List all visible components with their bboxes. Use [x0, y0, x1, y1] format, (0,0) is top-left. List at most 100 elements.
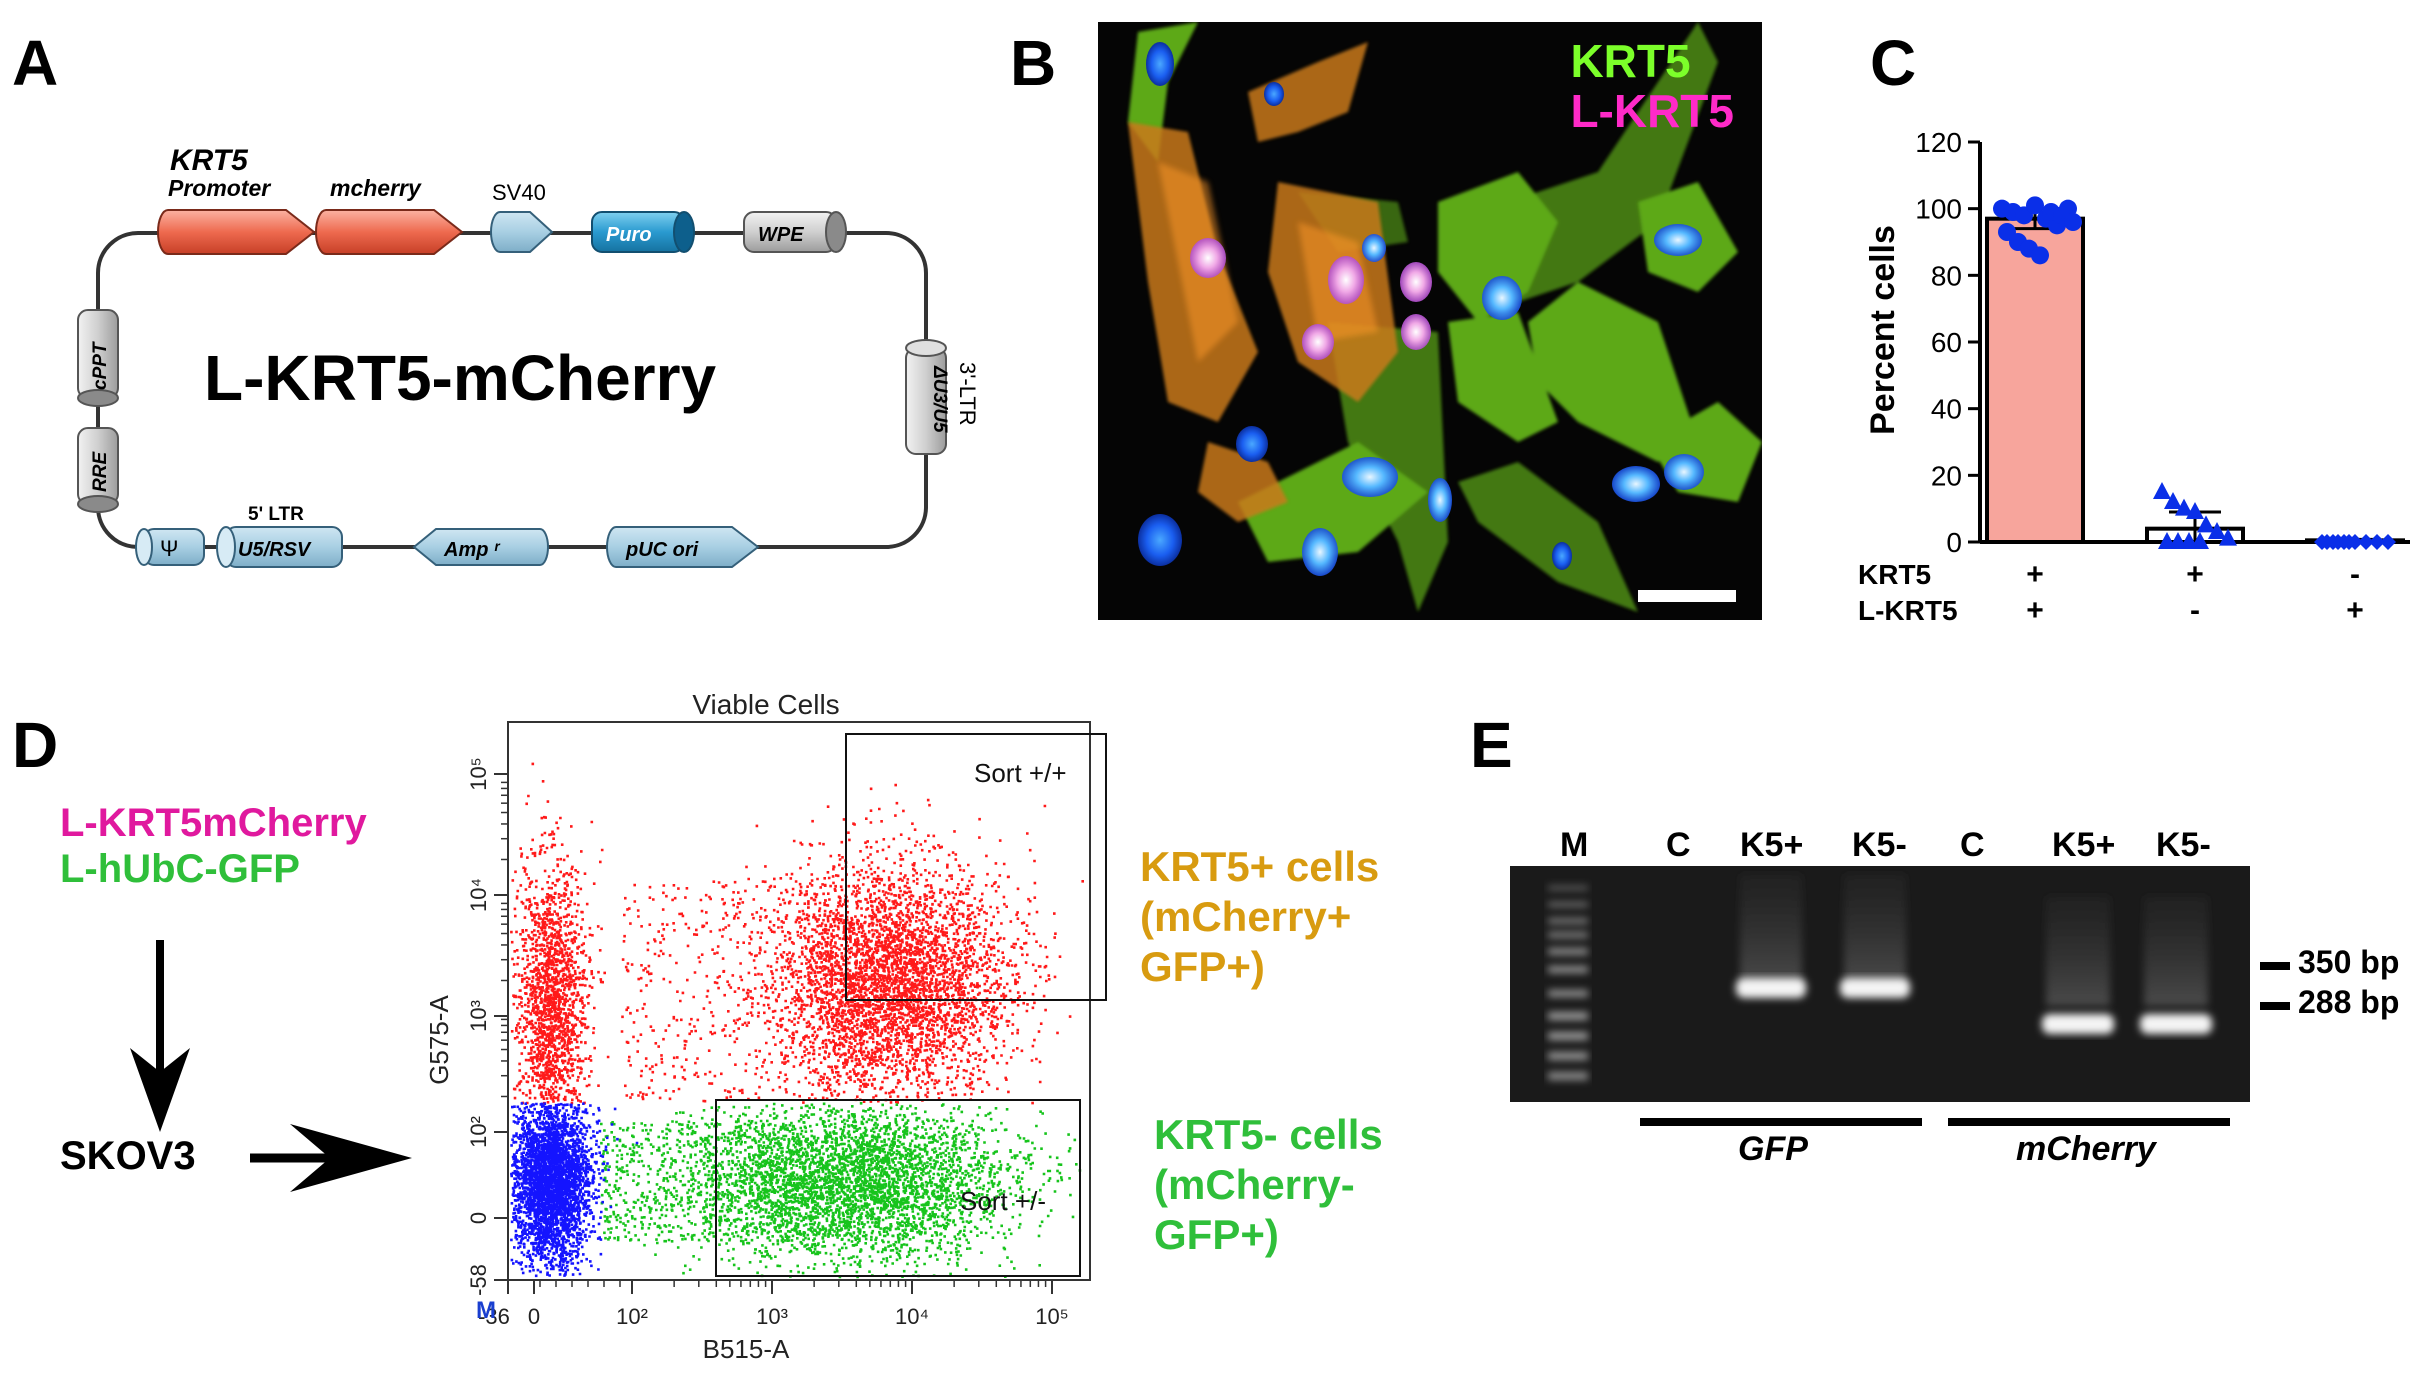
u5rsv-label: U5/RSV	[238, 539, 312, 561]
gate-label-pos-neg: Sort +/-	[960, 1186, 1046, 1216]
band-mcherry-k5neg	[2140, 1014, 2212, 1034]
puc-label: pUC ori	[625, 539, 699, 561]
marker-350-tick	[2260, 962, 2290, 970]
gel-drawing	[1548, 874, 2212, 1080]
data-point	[2358, 534, 2374, 550]
nucleus	[1664, 454, 1704, 490]
flow-y-tick-label: 10³	[466, 1000, 491, 1032]
nucleus	[1146, 42, 1174, 86]
flow-x-tick-label: 10⁵	[1035, 1304, 1069, 1329]
nucleus	[1264, 82, 1284, 106]
psi-element	[135, 528, 205, 566]
lane-label-k5pos2: K5+	[2052, 826, 2116, 864]
data-point	[2197, 515, 2215, 533]
rre-element	[77, 427, 119, 513]
lane-label-c2: C	[1960, 826, 1985, 864]
nucleus	[1654, 224, 1702, 256]
agarose-gel	[1510, 866, 2250, 1102]
flow-x-tick-label: -36	[478, 1304, 510, 1329]
marker-350-label: 350 bp	[2298, 944, 2400, 980]
wpe-label: WPE	[758, 224, 804, 246]
stain-label-lkrt5: L-KRT5	[1570, 85, 1734, 137]
data-point	[2164, 492, 2182, 509]
data-point	[2369, 534, 2385, 550]
krt5-pos-line2: (mCherry+	[1140, 893, 1352, 940]
y-tick-label: 80	[1931, 260, 1962, 291]
krt5-positive-label: KRT5+ cells (mCherry+ GFP+)	[1140, 842, 1379, 992]
flow-y-tick-label: 10⁴	[466, 878, 491, 912]
category-krt5-sign: +	[2186, 558, 2204, 591]
sv40-element	[490, 211, 554, 253]
flow-corner-m: M	[476, 1297, 496, 1324]
plasmid-map: KRT5 Promoter mcherry SV40 Puro WPE cPPT…	[77, 144, 980, 568]
lane-label-m: M	[1560, 826, 1589, 864]
nucleus	[1400, 262, 1432, 302]
category-krt5-sign: -	[2350, 558, 2360, 591]
down-arrow-head	[130, 1048, 190, 1132]
flow-events-red	[510, 762, 1085, 1105]
flow-y-axis-label: G575-A	[424, 995, 454, 1085]
gate-label-pos-pos: Sort +/+	[974, 758, 1067, 788]
construct-labels: L-KRT5mCherry L-hUbC-GFP	[60, 800, 367, 892]
lane-label-c1: C	[1666, 826, 1691, 864]
data-point	[2380, 534, 2396, 550]
gel-lane-labels: M C K5+ K5- C K5+ K5-	[1508, 826, 2248, 866]
dna-bands	[1736, 978, 2212, 1034]
data-point	[2341, 534, 2357, 550]
mcherry-label: mcherry	[330, 175, 422, 201]
sv40-label: SV40	[492, 180, 546, 205]
row-label-krt5: KRT5	[1858, 559, 1931, 590]
gfp-group-label: GFP	[1738, 1130, 1808, 1168]
panel-label-a: A	[12, 27, 59, 99]
flow-x-tick-label: 10³	[756, 1304, 788, 1329]
y-tick-label: 100	[1915, 194, 1962, 225]
stain-legend: KRT5 L-KRT5	[1570, 36, 1734, 136]
flow-x-tick-label: 10⁴	[895, 1304, 929, 1329]
promoter-label: Promoter	[168, 175, 271, 201]
category-lkrt5-sign: +	[2346, 594, 2364, 627]
panel-label-d: D	[12, 709, 59, 781]
krt5-neg-line3: GFP+)	[1154, 1211, 1279, 1258]
y-tick-label: 120	[1915, 127, 1962, 158]
flow-y-tick-label: -58	[466, 1264, 491, 1296]
nucleus	[1302, 528, 1338, 576]
gate-sort-pos-neg	[715, 1099, 1081, 1277]
krt5-neg-line2: (mCherry-	[1154, 1161, 1355, 1208]
nucleus	[1552, 542, 1572, 570]
flow-cytometry-plot: Viable Cells 10⁵ 10⁴ 10³ 10² 0 -58 -36 0 10² 10³ 1…	[424, 689, 1107, 1364]
flow-y-tick-label: 0	[466, 1212, 491, 1224]
nucleus	[1328, 256, 1364, 304]
krt5-promoter-element	[157, 209, 316, 255]
data-point	[2219, 528, 2237, 546]
nucleus	[1190, 238, 1226, 278]
data-point	[2208, 522, 2226, 539]
flow-x-tick-label: 0	[528, 1304, 540, 1329]
nucleus	[1612, 466, 1660, 502]
ampr-label: Amp ʳ	[443, 539, 501, 561]
skov3-label: SKOV3	[60, 1134, 196, 1178]
stain-label-krt5: KRT5	[1570, 35, 1691, 87]
gfp-group-bar	[1640, 1118, 1922, 1126]
krt5-gene-label: KRT5	[170, 144, 249, 177]
data-point	[2026, 196, 2044, 215]
flow-x-tick-label: 10²	[616, 1304, 648, 1329]
scale-bar	[1638, 590, 1736, 602]
puc-ori-element	[606, 526, 760, 568]
puro-element	[591, 211, 695, 253]
nucleus	[1302, 324, 1334, 360]
krt5-pos-line3: GFP+)	[1140, 943, 1265, 990]
y-tick-label: 20	[1931, 460, 1962, 491]
category-lkrt5-sign: +	[2026, 594, 2044, 627]
flow-events-green	[600, 1102, 1082, 1279]
data-point	[2319, 534, 2335, 550]
ltr3-element	[905, 339, 947, 455]
data-point	[2175, 498, 2193, 516]
psi-label: Ψ	[160, 536, 178, 561]
krt5-neg-line1: KRT5- cells	[1154, 1111, 1383, 1158]
marker-288-label: 288 bp	[2298, 984, 2400, 1020]
mcherry-group-bar	[1948, 1118, 2230, 1126]
panel-label-c: C	[1870, 27, 1917, 99]
puro-label: Puro	[606, 224, 652, 246]
row-label-lkrt5: L-KRT5	[1858, 595, 1958, 626]
nucleus	[1482, 276, 1522, 320]
